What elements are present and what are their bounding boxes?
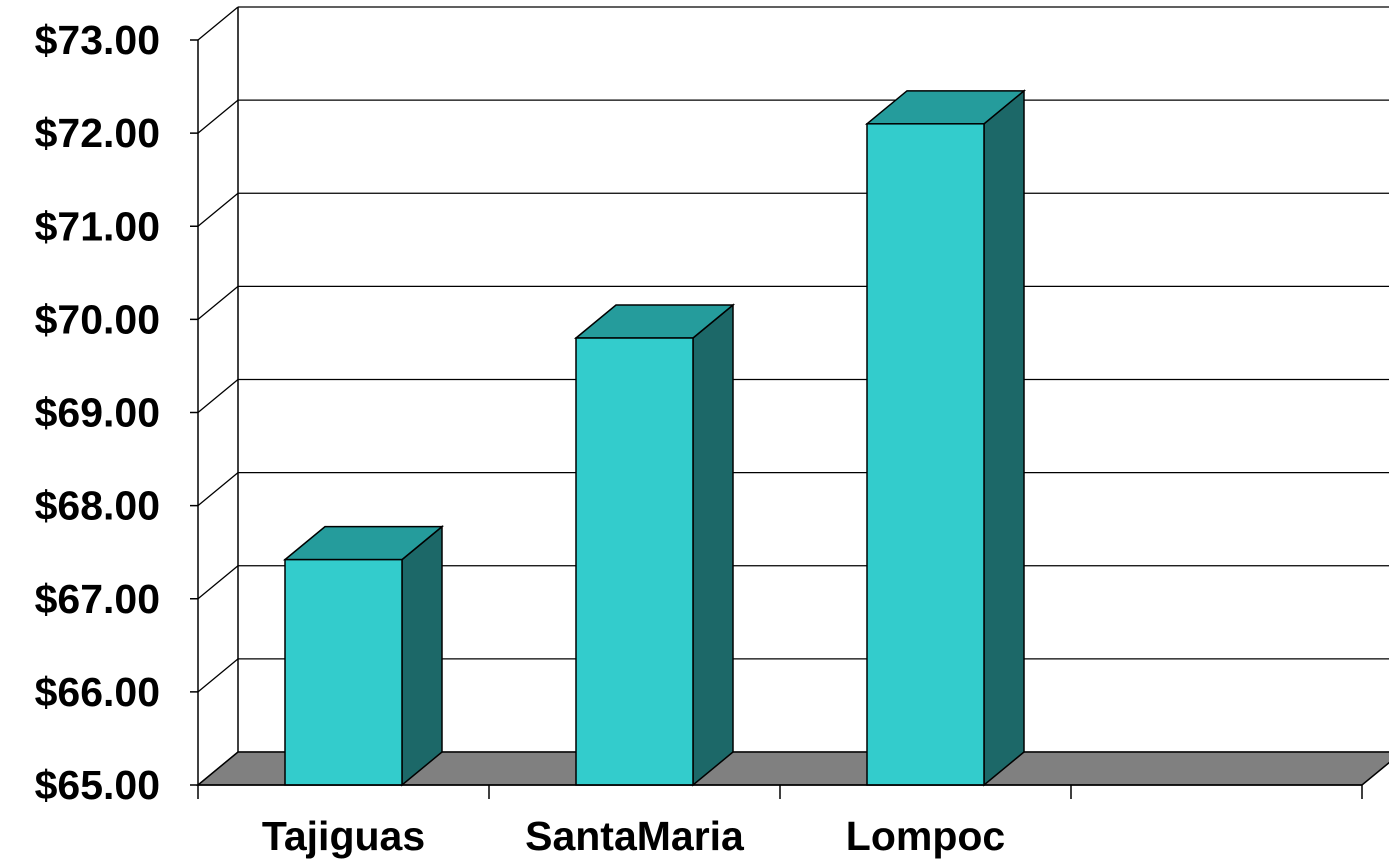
bar-santamaria	[573, 303, 736, 787]
bar-front	[575, 337, 694, 786]
bar-front	[866, 123, 985, 786]
bar-side	[983, 89, 1025, 787]
y-tick-label: $72.00	[35, 110, 160, 156]
gridline-side	[197, 472, 239, 507]
y-tick-label: $69.00	[35, 390, 160, 436]
y-tick-label: $71.00	[35, 203, 160, 249]
gridline-side	[197, 285, 239, 320]
gridline-side	[197, 6, 239, 41]
bars	[282, 89, 1027, 787]
gridline-side	[197, 565, 239, 600]
y-tick-label: $68.00	[35, 483, 160, 529]
y-tick-label: $66.00	[35, 669, 160, 715]
bar-side	[401, 525, 443, 787]
gridline-side	[197, 192, 239, 227]
gridline-side	[197, 378, 239, 414]
x-tick-label: SantaMaria	[525, 813, 745, 859]
bar-side	[692, 303, 734, 787]
gridline-side	[197, 99, 239, 134]
x-tick-label: Tajiguas	[262, 813, 425, 859]
y-tick-label: $67.00	[35, 576, 160, 622]
y-axis: $65.00 $66.00 $67.00 $68.00 $69.00 $70.00 $71.…	[35, 17, 198, 808]
y-tick-label: $73.00	[35, 17, 160, 63]
bar-lompoc	[864, 89, 1027, 787]
x-axis: Tajiguas SantaMaria Lompoc	[197, 784, 1363, 859]
bar-front	[284, 558, 403, 786]
x-tick-label: Lompoc	[846, 813, 1005, 859]
bar-tajiguas	[282, 525, 445, 787]
y-tick-label: $65.00	[35, 762, 160, 808]
y-tick-label: $70.00	[35, 296, 160, 342]
gridline-side	[197, 658, 239, 693]
